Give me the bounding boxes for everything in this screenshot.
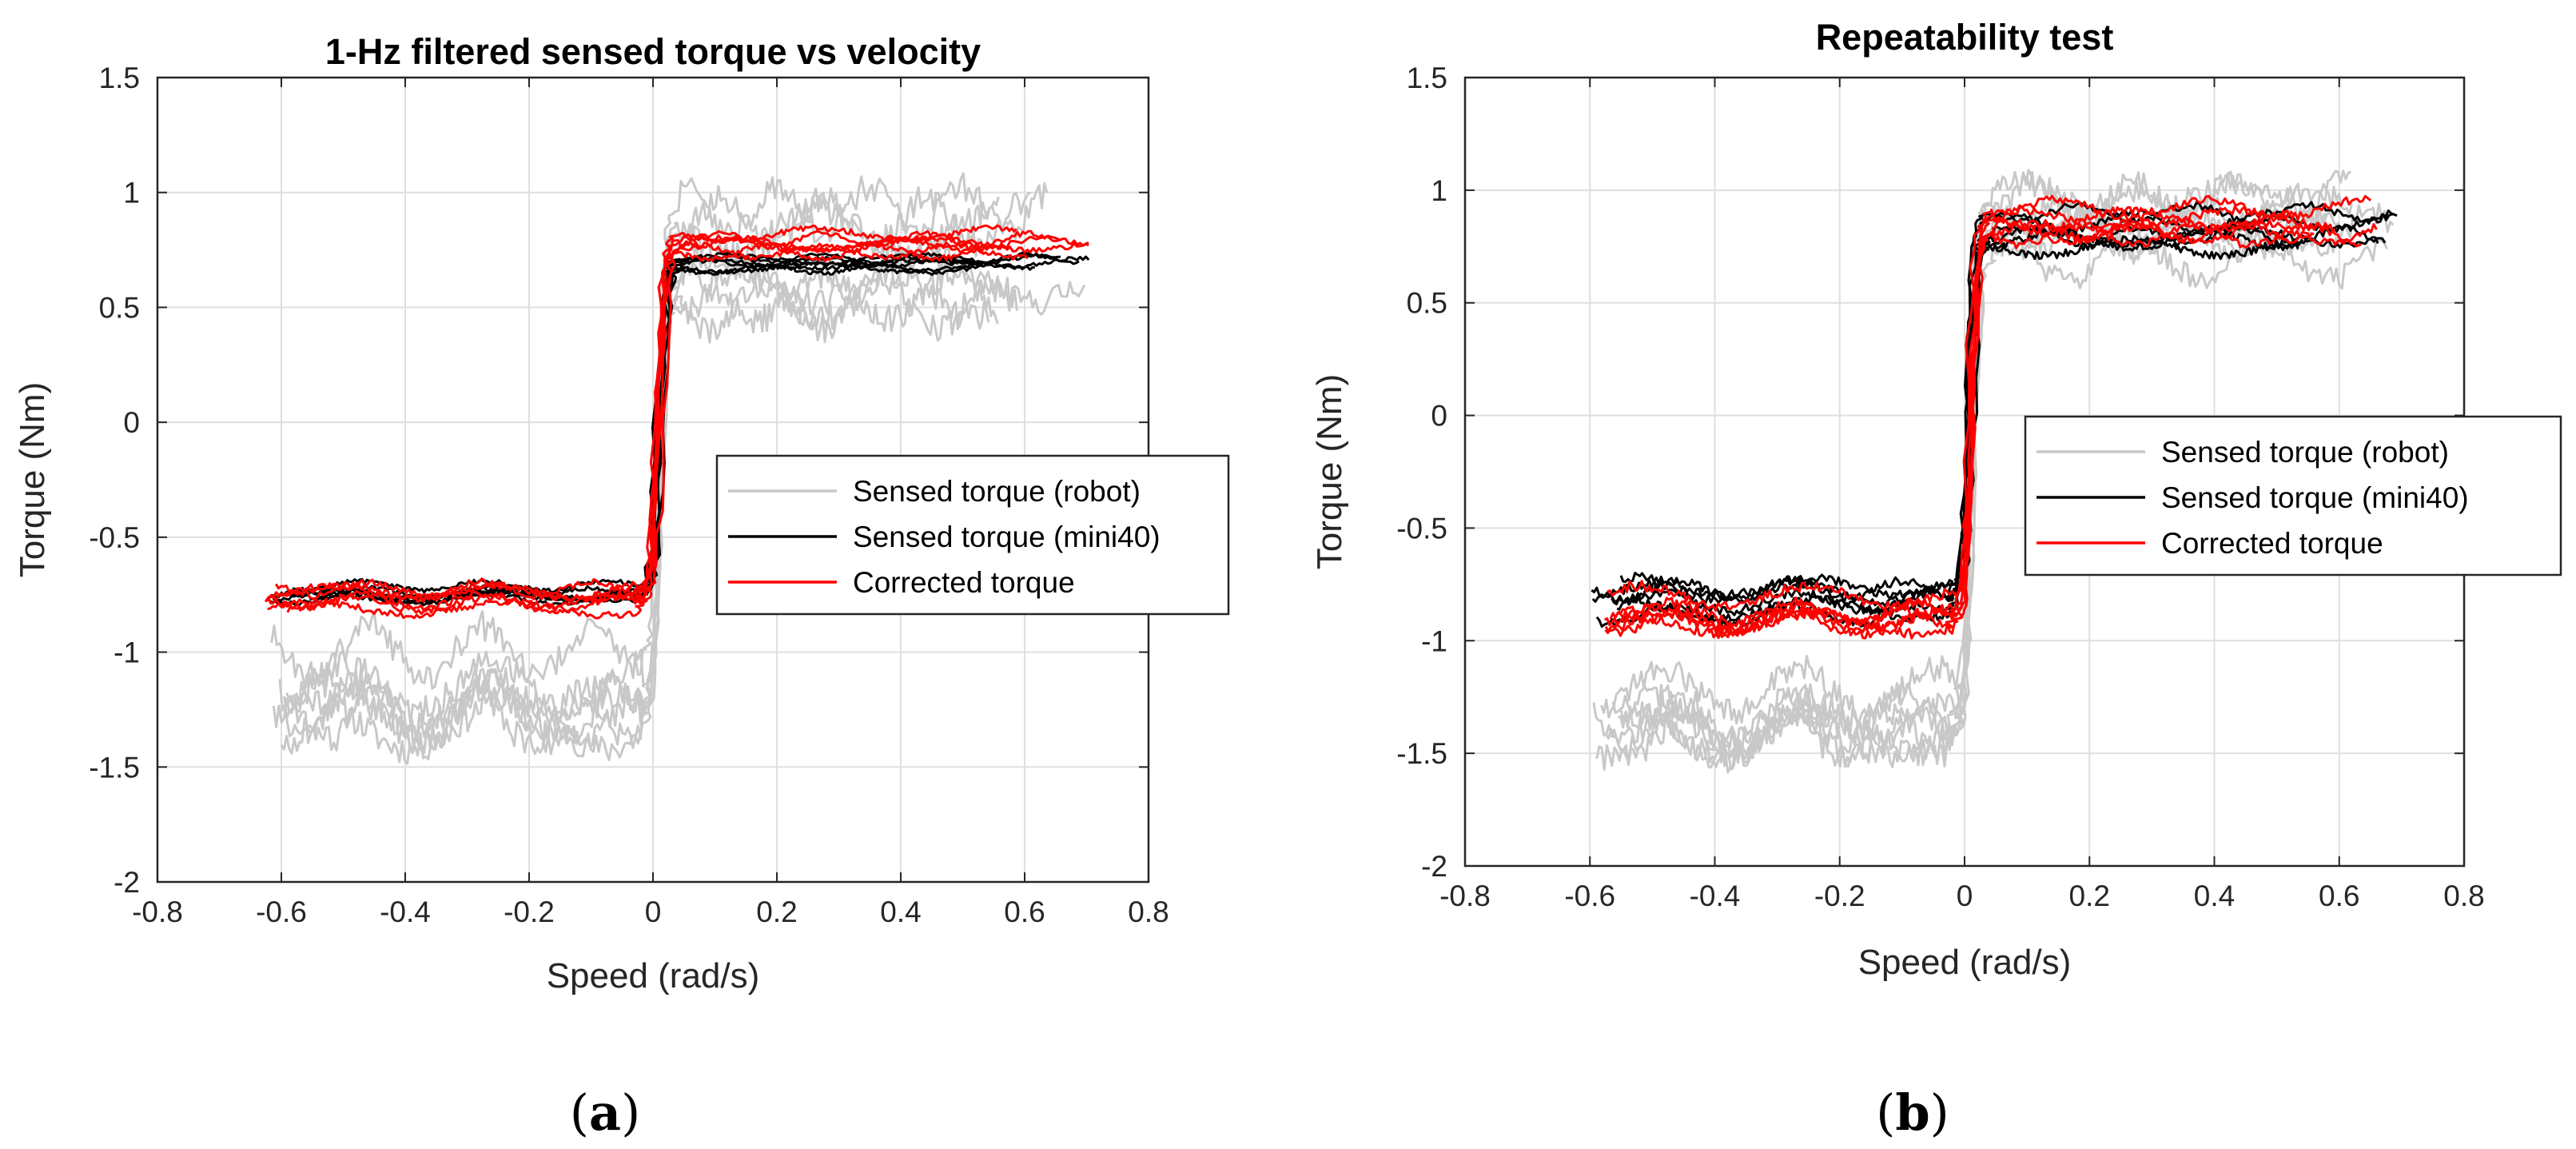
x-tick-label: 0.2 <box>756 896 797 928</box>
chart-b: -0.8 -0.6 -0.4 -0.2 0 0.2 0.4 0.6 0.8 -2 -1.5 -1 -0.… <box>1310 17 2562 1142</box>
y-tick-label: -2 <box>113 866 140 899</box>
y-tick-label: -1.5 <box>89 751 140 784</box>
y-axis-label: Torque (Nm) <box>13 382 52 578</box>
legend-box <box>715 454 1230 616</box>
x-tick-label: 0.4 <box>2194 880 2235 912</box>
caption-open-paren: ( <box>570 1083 589 1142</box>
y-tick-label: -1 <box>1421 624 1447 657</box>
x-tick-label: -0.2 <box>1814 880 1865 912</box>
y-tick-label: 0 <box>1431 400 1447 433</box>
legend-label: Sensed torque (mini40) <box>2161 481 2469 514</box>
x-tick-label: -0.6 <box>1564 880 1615 912</box>
chart-title: Repeatability test <box>1816 17 2114 58</box>
legend-label: Corrected torque <box>853 566 1075 599</box>
caption-letter: a <box>589 1083 621 1142</box>
x-tick-label: -0.4 <box>380 896 431 928</box>
series-line-robot <box>1600 225 2388 725</box>
y-tick-label: 1.5 <box>1407 62 1447 94</box>
x-tick-label: 0.8 <box>2443 880 2484 912</box>
y-tick-label: 0.5 <box>1407 287 1447 320</box>
legend: Sensed torque (robot) Sensed torque (mini… <box>715 454 1230 616</box>
x-tick-label: 0 <box>645 896 662 928</box>
series-group <box>1591 169 2398 774</box>
y-tick-label: 1.5 <box>99 62 140 94</box>
legend-label: Sensed torque (mini40) <box>853 521 1161 553</box>
series-group <box>264 172 1090 765</box>
figure-caption: (a) <box>570 1083 641 1142</box>
y-tick-label: -0.5 <box>89 521 140 554</box>
y-axis-label: Torque (Nm) <box>1310 374 1349 570</box>
y-tick-label: 0 <box>123 406 140 439</box>
x-tick-label: -0.8 <box>132 896 183 928</box>
y-tick-label: 1 <box>123 177 140 209</box>
series-line-corrected <box>267 234 1089 620</box>
legend-label: Sensed torque (robot) <box>2161 436 2449 469</box>
x-tick-label: -0.8 <box>1439 880 1491 912</box>
chart-title: 1-Hz filtered sensed torque vs velocity <box>325 31 981 72</box>
y-tick-label: -1.5 <box>1396 737 1447 770</box>
legend-box <box>2024 415 2562 576</box>
y-tick-label: -2 <box>1421 850 1447 883</box>
caption-letter: b <box>1895 1083 1929 1142</box>
series-line-mini40 <box>1616 209 2398 616</box>
series-line-corrected <box>1617 205 2336 640</box>
x-tick-label: -0.2 <box>504 896 555 928</box>
x-tick-label: 0.2 <box>2069 880 2110 912</box>
x-tick-label: 0 <box>1957 880 1973 912</box>
series-line-corrected <box>275 229 1061 600</box>
legend-label: Sensed torque (robot) <box>853 475 1141 508</box>
series-line-corrected <box>1604 218 2378 640</box>
caption-open-paren: ( <box>1876 1083 1895 1142</box>
series-line-corrected <box>267 234 1089 603</box>
caption-close-paren: ) <box>621 1083 640 1142</box>
x-axis-label: Speed (rad/s) <box>1858 943 2072 982</box>
y-tick-label: -0.5 <box>1396 512 1447 545</box>
y-tick-label: -1 <box>113 636 140 669</box>
x-tick-label: 0.4 <box>880 896 921 928</box>
x-tick-label: -0.6 <box>256 896 307 928</box>
x-tick-label: 0.6 <box>1004 896 1045 928</box>
x-axis-label: Speed (rad/s) <box>547 956 760 995</box>
caption-close-paren: ) <box>1930 1083 1949 1142</box>
legend: Sensed torque (robot) Sensed torque (mini… <box>2024 415 2562 576</box>
series-line-corrected <box>1604 217 2315 637</box>
x-tick-label: -0.4 <box>1690 880 1741 912</box>
chart-a: -0.8 -0.6 -0.4 -0.2 0 0.2 0.4 0.6 0.8 -2 -1.5 -1 -0.… <box>13 31 1230 1142</box>
legend-label: Corrected torque <box>2161 527 2383 560</box>
figure-caption: (b) <box>1876 1083 1949 1142</box>
x-tick-label: 0.6 <box>2319 880 2359 912</box>
x-tick-label: 0.8 <box>1128 896 1169 928</box>
series-line-corrected <box>286 241 1029 615</box>
y-tick-label: 1 <box>1431 174 1447 207</box>
y-tick-label: 0.5 <box>99 291 140 324</box>
